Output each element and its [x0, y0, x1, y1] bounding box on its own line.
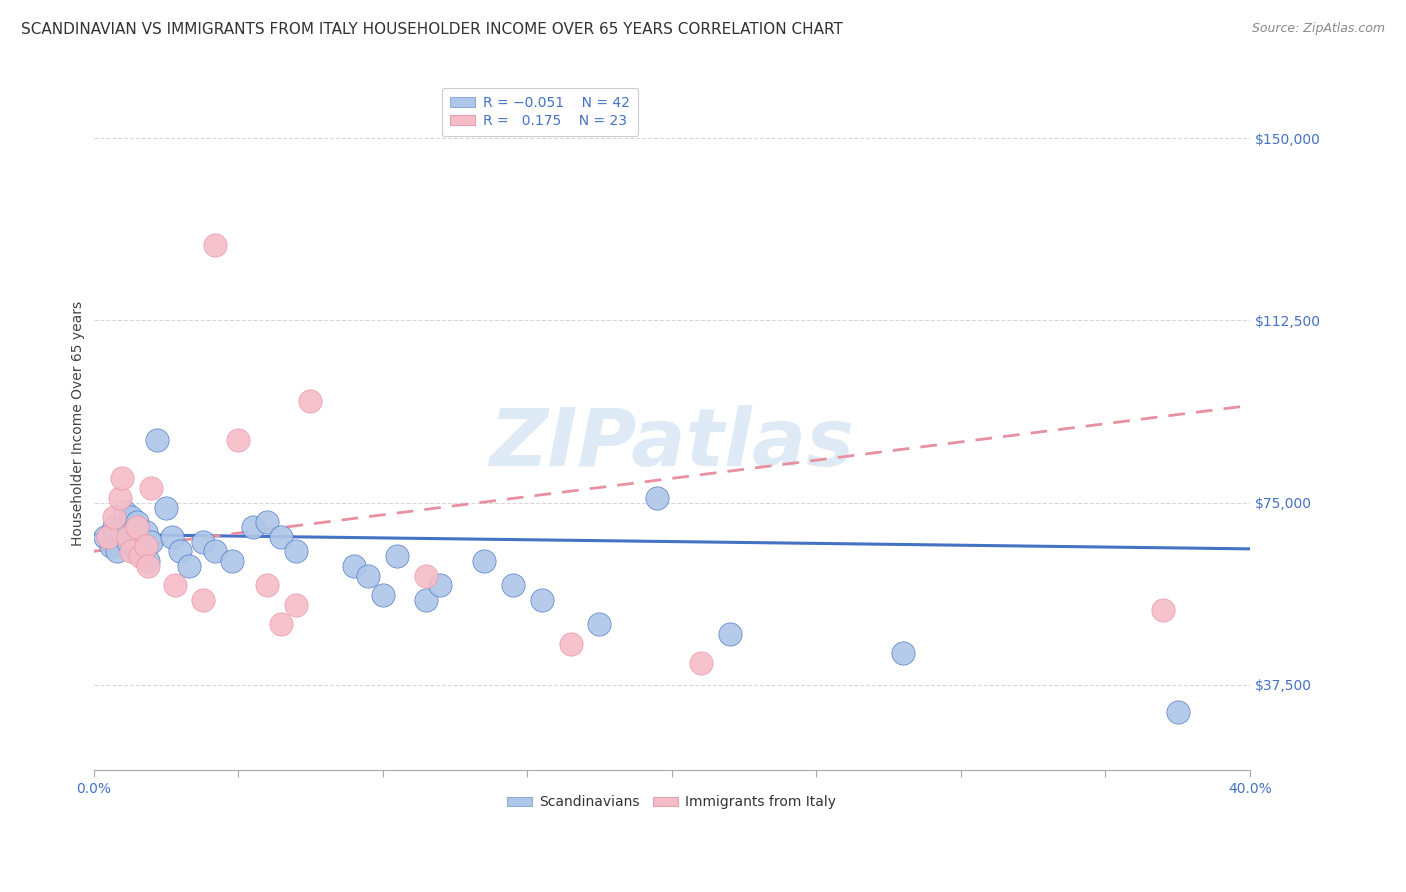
Point — [891, 646, 914, 660]
Point — [284, 544, 307, 558]
Point — [117, 530, 139, 544]
Point — [343, 558, 366, 573]
Point — [138, 554, 160, 568]
Point — [128, 530, 150, 544]
Point — [204, 238, 226, 252]
Point — [125, 515, 148, 529]
Point — [270, 617, 292, 632]
Point — [141, 534, 163, 549]
Point — [256, 515, 278, 529]
Point — [120, 544, 142, 558]
Point — [135, 540, 157, 554]
Point — [105, 544, 128, 558]
Point — [1167, 705, 1189, 719]
Text: ZIPatlas: ZIPatlas — [489, 406, 855, 483]
Point — [689, 656, 711, 670]
Point — [125, 520, 148, 534]
Point — [103, 520, 125, 534]
Point — [155, 500, 177, 515]
Point — [530, 593, 553, 607]
Point — [177, 558, 200, 573]
Point — [193, 593, 215, 607]
Point — [385, 549, 408, 563]
Point — [645, 491, 668, 505]
Text: Source: ZipAtlas.com: Source: ZipAtlas.com — [1251, 22, 1385, 36]
Point — [226, 433, 249, 447]
Point — [128, 549, 150, 563]
Point — [718, 627, 741, 641]
Point — [160, 530, 183, 544]
Point — [132, 549, 155, 563]
Point — [502, 578, 524, 592]
Point — [103, 510, 125, 524]
Point — [141, 481, 163, 495]
Point — [120, 510, 142, 524]
Point — [122, 540, 145, 554]
Point — [125, 544, 148, 558]
Point — [169, 544, 191, 558]
Point — [117, 534, 139, 549]
Point — [256, 578, 278, 592]
Point — [371, 588, 394, 602]
Point — [284, 598, 307, 612]
Point — [146, 433, 169, 447]
Point — [111, 524, 134, 539]
Point — [108, 491, 131, 505]
Point — [114, 505, 136, 519]
Y-axis label: Householder Income Over 65 years: Householder Income Over 65 years — [72, 301, 86, 546]
Legend: Scandinavians, Immigrants from Italy: Scandinavians, Immigrants from Italy — [502, 790, 842, 815]
Point — [415, 593, 437, 607]
Point — [415, 568, 437, 582]
Point — [560, 637, 582, 651]
Point — [588, 617, 610, 632]
Point — [299, 393, 322, 408]
Point — [204, 544, 226, 558]
Point — [100, 540, 122, 554]
Point — [429, 578, 451, 592]
Point — [270, 530, 292, 544]
Text: SCANDINAVIAN VS IMMIGRANTS FROM ITALY HOUSEHOLDER INCOME OVER 65 YEARS CORRELATI: SCANDINAVIAN VS IMMIGRANTS FROM ITALY HO… — [21, 22, 844, 37]
Point — [1152, 602, 1174, 616]
Point — [357, 568, 380, 582]
Point — [111, 471, 134, 485]
Point — [163, 578, 186, 592]
Point — [242, 520, 264, 534]
Point — [138, 558, 160, 573]
Point — [97, 530, 120, 544]
Point — [221, 554, 243, 568]
Point — [94, 530, 117, 544]
Point — [193, 534, 215, 549]
Point — [472, 554, 495, 568]
Point — [135, 524, 157, 539]
